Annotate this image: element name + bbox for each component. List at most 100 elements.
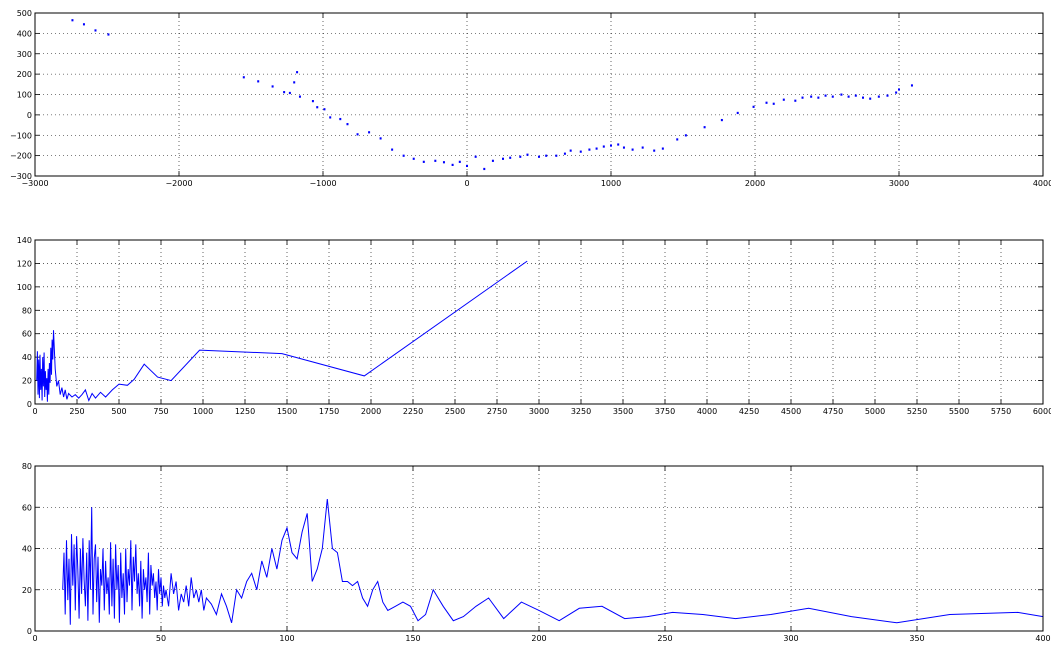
scatter-point — [595, 147, 598, 150]
scatter-point — [736, 111, 739, 115]
scatter-point — [854, 94, 857, 97]
scatter-point — [257, 80, 260, 83]
scatter-point — [617, 143, 620, 146]
x-tick-label: 50 — [156, 634, 166, 643]
scatter-point — [368, 131, 371, 134]
x-tick-label: 1500 — [277, 407, 297, 416]
x-tick-label: 6000 — [1033, 407, 1051, 416]
scatter-point — [82, 23, 85, 26]
scatter-point — [877, 95, 880, 98]
scatter-point — [509, 156, 512, 159]
scatter-point — [502, 157, 504, 160]
x-tick-label: 100 — [279, 634, 294, 643]
scatter-point — [346, 123, 349, 126]
scatter-point — [402, 154, 405, 157]
scatter-point — [545, 154, 548, 157]
y-tick-label: 140 — [17, 236, 32, 245]
x-tick-label: 3000 — [529, 407, 549, 416]
scatter-point — [622, 146, 625, 149]
scatter-point — [296, 71, 299, 74]
x-tick-label: −3000 — [21, 179, 48, 188]
axes-frame — [34, 12, 1044, 177]
scatter-point — [840, 93, 843, 96]
x-tick-label: 1250 — [235, 407, 255, 416]
line-panel-zoomed: 0 50 100 150 200 250 300 350 400 0 20 40 60 80 — [22, 462, 1051, 643]
x-tick-label: 150 — [405, 634, 420, 643]
scatter-point — [569, 149, 572, 152]
scatter-point — [442, 161, 445, 164]
series-line — [36, 260, 528, 402]
scatter-point — [824, 94, 827, 97]
y-tick-label: 60 — [22, 503, 32, 512]
scatter-point — [563, 152, 566, 155]
y-tick-label: 0 — [27, 627, 32, 636]
scatter-point — [339, 117, 342, 121]
y-tick-label: 20 — [22, 586, 32, 595]
scatter-point — [293, 81, 296, 84]
y-tick-label: 120 — [17, 259, 32, 268]
x-tick-label: −1000 — [309, 179, 336, 188]
y-tick-label: 60 — [22, 330, 32, 339]
x-tick-label: 5750 — [991, 407, 1011, 416]
scatter-point — [588, 148, 591, 151]
scatter-point — [847, 95, 850, 98]
scatter-point — [631, 148, 634, 151]
scatter-point — [602, 145, 605, 148]
scatter-point — [910, 84, 913, 87]
scatter-point — [538, 155, 540, 158]
scatter-point — [391, 148, 394, 151]
scatter-point — [474, 155, 477, 158]
x-tick-label: 1000 — [193, 407, 213, 416]
y-tick-label: −300 — [10, 172, 32, 181]
x-tick-label: 200 — [531, 634, 546, 643]
scatter-point — [831, 95, 834, 98]
scatter-point — [752, 105, 755, 108]
scatter-point — [71, 19, 74, 22]
scatter-point — [772, 102, 775, 105]
scatter-point — [782, 98, 785, 101]
line-panel-full-range: 0 250 500 750 1000 1250 1500 1750 2000 2250 2500 27… — [17, 236, 1051, 416]
scatter-point — [801, 96, 804, 99]
scatter-point — [526, 153, 529, 156]
scatter-point — [817, 96, 820, 99]
scatter-point — [466, 164, 468, 168]
scatter-point — [451, 163, 454, 166]
scatter-point — [434, 159, 437, 162]
y-tick-label: 80 — [22, 462, 32, 471]
scatter-point — [720, 118, 723, 122]
y-tick-label: 400 — [17, 29, 32, 38]
x-tick-label: 0 — [464, 179, 469, 188]
scatter-point — [412, 157, 415, 160]
scatter-point — [491, 159, 494, 162]
x-tick-label: 5250 — [907, 407, 927, 416]
scatter-point — [298, 95, 301, 98]
scatter-point — [898, 88, 900, 91]
x-tick-label: 5500 — [949, 407, 969, 416]
x-tick-label: 2750 — [487, 407, 507, 416]
x-tick-label: 3000 — [889, 179, 909, 188]
scatter-point — [356, 133, 359, 136]
x-tick-label: 500 — [111, 407, 126, 416]
x-tick-label: 0 — [32, 634, 37, 643]
x-tick-label: 1750 — [319, 407, 339, 416]
scatter-point — [283, 91, 286, 94]
scatter-point — [684, 134, 687, 137]
scatter-point — [94, 29, 97, 32]
y-tick-label: 20 — [22, 377, 32, 386]
scatter-point — [458, 160, 461, 163]
x-tick-label: 300 — [783, 634, 798, 643]
y-tick-label: 100 — [17, 91, 32, 100]
scatter-point — [519, 155, 522, 158]
y-tick-label: 40 — [22, 353, 32, 362]
x-tick-label: 1000 — [601, 179, 621, 188]
scatter-point — [653, 149, 656, 152]
y-tick-label: 300 — [17, 50, 32, 59]
scatter-point — [886, 94, 889, 97]
x-tick-label: 3250 — [571, 407, 591, 416]
scatter-point — [107, 33, 110, 36]
axes-frame — [34, 465, 1044, 632]
scatter-point — [422, 160, 425, 163]
y-tick-label: 500 — [17, 9, 32, 18]
y-tick-label: 200 — [17, 70, 32, 79]
scatter-panel: −3000 −2000 −1000 0 1000 2000 3000 4000−300−200… — [10, 9, 1051, 188]
